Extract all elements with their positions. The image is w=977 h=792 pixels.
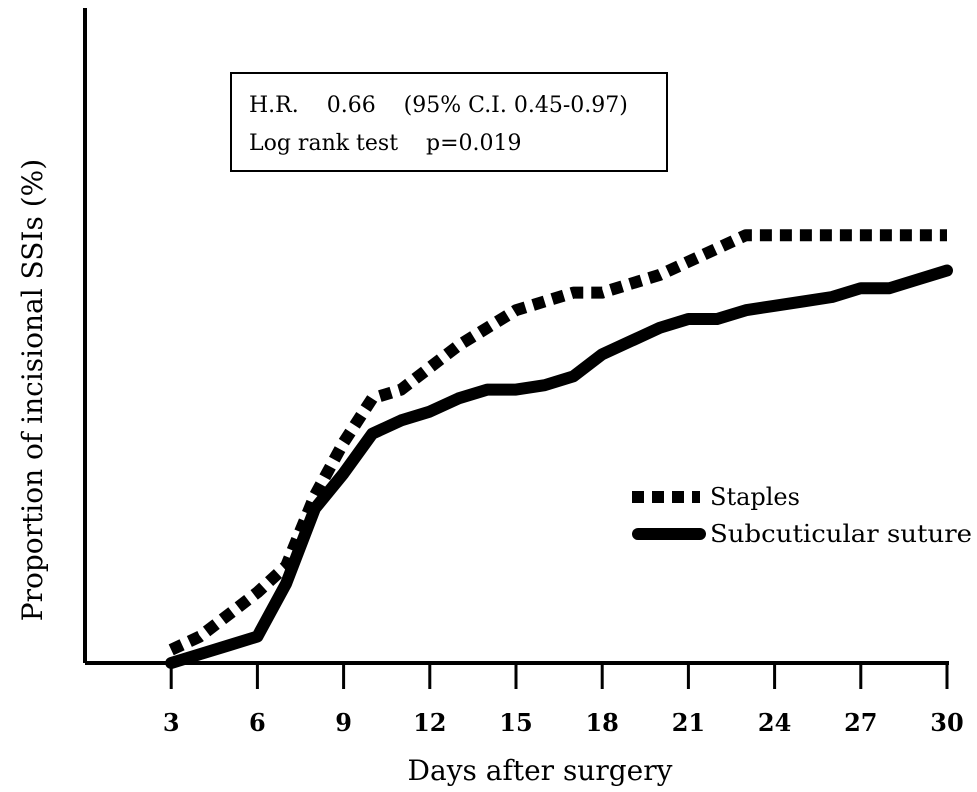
x-tick-label: 3 xyxy=(163,708,180,737)
annotation-box: H.R. 0.66 (95% C.I. 0.45-0.97) Log rank … xyxy=(230,72,668,172)
x-ticks: 3 6 9 12 15 18 21 24 27 30 xyxy=(163,663,964,737)
x-tick-label: 27 xyxy=(844,708,877,737)
x-axis-label: Days after surgery xyxy=(408,754,673,787)
y-axis-label: Proportion of incisional SSIs (%) xyxy=(16,159,49,621)
x-tick-label: 15 xyxy=(499,708,532,737)
x-tick-label: 30 xyxy=(930,708,963,737)
hazard-ratio-annotation: H.R. 0.66 (95% C.I. 0.45-0.97) xyxy=(249,93,628,118)
x-tick-label: 21 xyxy=(672,708,705,737)
legend-staples-label: Staples xyxy=(710,483,800,511)
x-tick-label: 9 xyxy=(335,708,352,737)
x-tick-label: 12 xyxy=(413,708,446,737)
x-tick-label: 18 xyxy=(585,708,618,737)
legend: Staples Subcuticular suture xyxy=(632,483,972,548)
x-tick-label: 24 xyxy=(758,708,791,737)
subcuticular-suture-series-line xyxy=(165,264,953,669)
legend-suture-label: Subcuticular suture xyxy=(710,520,972,548)
annotation-box-frame xyxy=(230,72,668,172)
log-rank-test-annotation: Log rank test p=0.019 xyxy=(249,131,522,156)
plot-area: 3 6 9 12 15 18 21 24 27 30 xyxy=(83,8,964,737)
x-tick-label: 6 xyxy=(249,708,266,737)
